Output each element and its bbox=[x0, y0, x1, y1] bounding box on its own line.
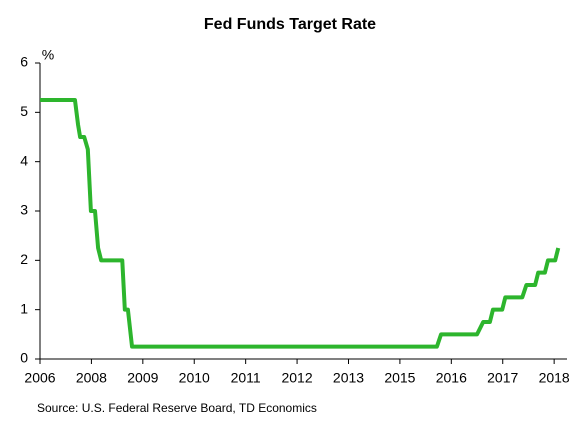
y-tick-label: 0 bbox=[20, 350, 28, 366]
x-tick-label: 2010 bbox=[179, 370, 210, 386]
x-tick-label: 2013 bbox=[333, 370, 364, 386]
x-tick-label: 2015 bbox=[384, 370, 415, 386]
x-tick-label: 2016 bbox=[436, 370, 467, 386]
y-tick-label: 5 bbox=[20, 103, 28, 119]
x-tick-label: 2012 bbox=[281, 370, 312, 386]
source-note: Source: U.S. Federal Reserve Board, TD E… bbox=[37, 401, 317, 415]
y-tick-label: 6 bbox=[20, 54, 28, 70]
y-tick-label: 1 bbox=[20, 300, 28, 316]
y-tick-label: 3 bbox=[20, 202, 28, 218]
data-line bbox=[40, 98, 561, 349]
y-tick-label: 4 bbox=[20, 152, 28, 168]
y-axis-label: % bbox=[42, 47, 54, 63]
x-tick-label: 2006 bbox=[24, 370, 55, 386]
x-tick-label: 2017 bbox=[487, 370, 518, 386]
y-tick-label: 2 bbox=[20, 251, 28, 267]
x-tick-label: 2018 bbox=[539, 370, 570, 386]
x-tick-label: 2008 bbox=[76, 370, 107, 386]
chart-title: Fed Funds Target Rate bbox=[204, 16, 376, 33]
x-tick-label: 2011 bbox=[231, 370, 261, 386]
x-tick-label: 2009 bbox=[127, 370, 158, 386]
